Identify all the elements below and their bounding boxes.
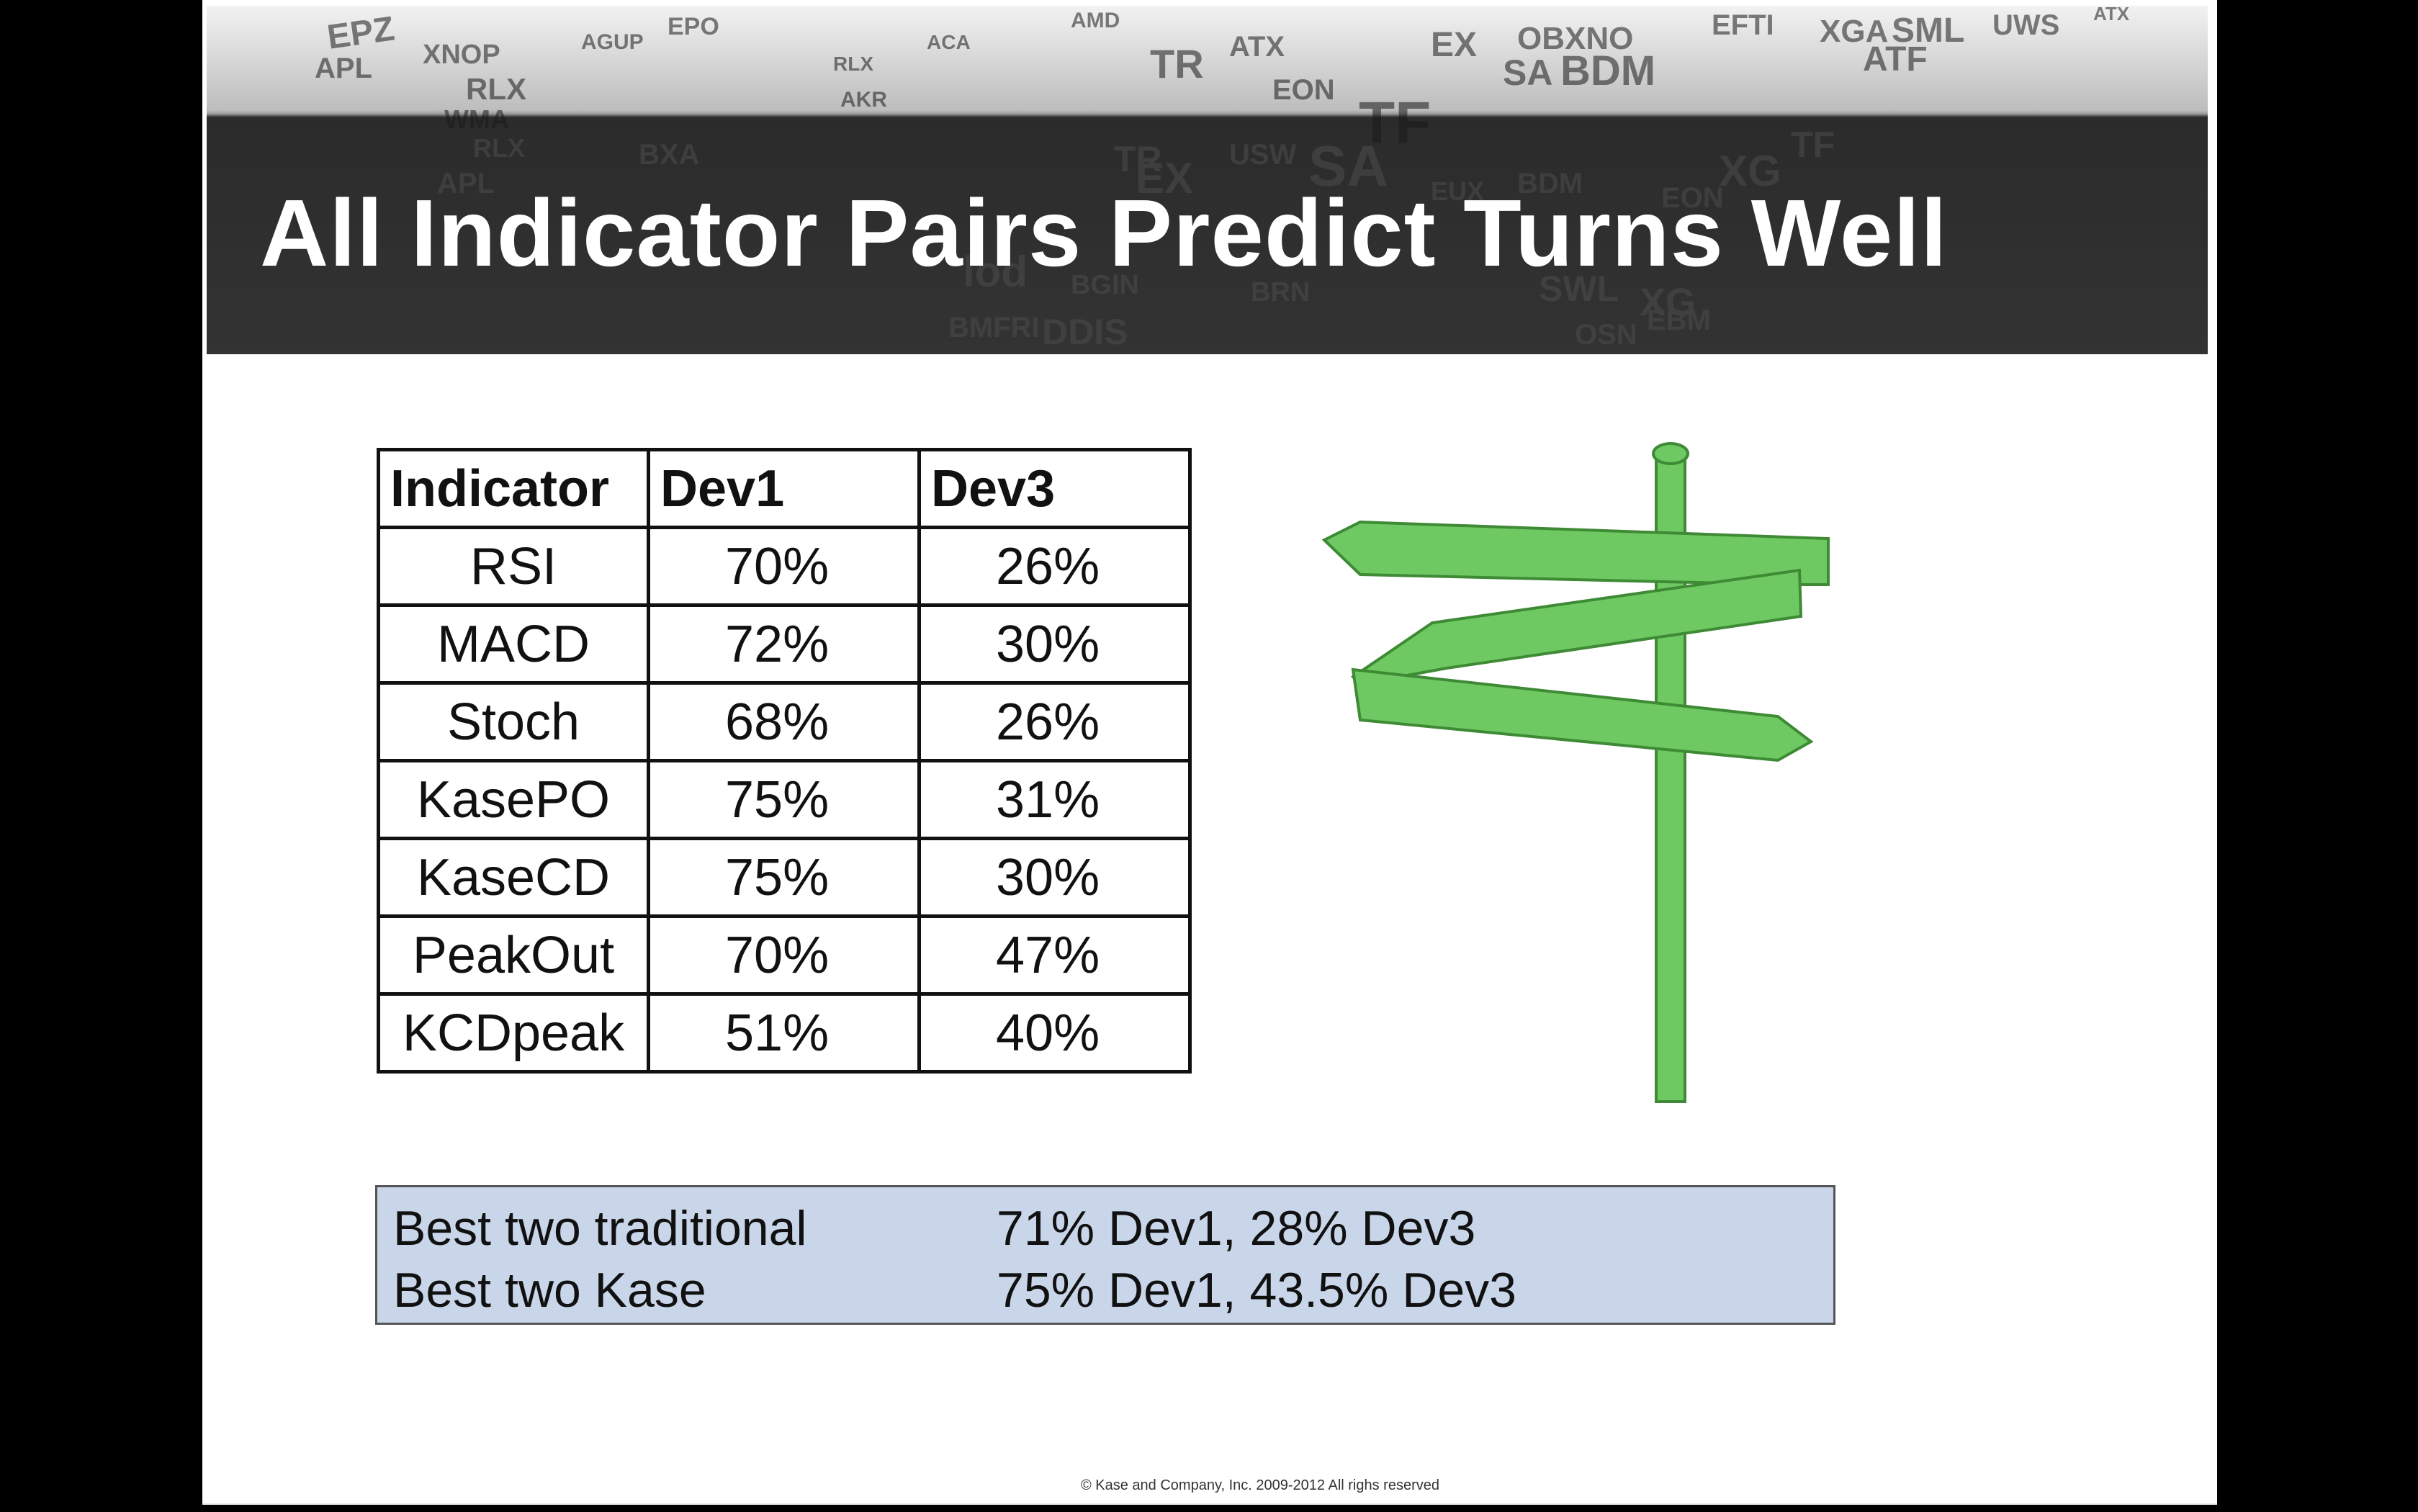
summary-value: 71% Dev1, 28% Dev3 — [997, 1201, 1476, 1256]
signpost-cap — [1652, 442, 1689, 465]
svg-text:EX: EX — [1136, 154, 1193, 202]
svg-text:RLX: RLX — [473, 133, 525, 163]
svg-text:SA: SA — [1503, 53, 1552, 93]
dev3-value: 26% — [917, 526, 1192, 607]
indicator-name: KCDpeak — [377, 992, 650, 1074]
svg-text:SML: SML — [1892, 12, 1964, 50]
summary-label: Best two traditional — [393, 1201, 807, 1256]
svg-text:UWS: UWS — [1992, 9, 2059, 41]
signpost-icon — [1321, 442, 1830, 1103]
svg-text:OBXNO: OBXNO — [1517, 21, 1633, 56]
dev3-value: 31% — [917, 759, 1192, 840]
svg-text:AGUP: AGUP — [581, 30, 644, 54]
svg-text:USW: USW — [1229, 139, 1297, 171]
slide-bottom-divider — [202, 1503, 2217, 1505]
svg-text:APL: APL — [437, 168, 495, 199]
dev3-value: 40% — [917, 992, 1192, 1074]
table-row: KasePO 75% 31% — [377, 759, 1192, 840]
svg-text:DDIS: DDIS — [1042, 312, 1128, 352]
svg-text:RLX: RLX — [466, 72, 526, 106]
svg-text:SWL: SWL — [1539, 269, 1619, 309]
indicator-name: PeakOut — [377, 914, 650, 996]
dev1-value: 68% — [647, 681, 921, 762]
indicator-name: Stoch — [377, 681, 650, 762]
svg-text:AKR: AKR — [840, 88, 887, 112]
dev3-value: 30% — [917, 837, 1192, 918]
svg-text:BDM: BDM — [1517, 168, 1583, 199]
svg-text:TF: TF — [1791, 125, 1835, 165]
page-title: All Indicator Pairs Predict Turns Well — [260, 180, 1948, 286]
svg-text:BDM: BDM — [1560, 48, 1655, 94]
svg-text:APL: APL — [315, 53, 372, 84]
svg-text:RLX: RLX — [833, 53, 873, 75]
table-row: PeakOut 70% 47% — [377, 914, 1192, 996]
svg-text:EON: EON — [1661, 182, 1724, 214]
svg-text:ACA: ACA — [927, 31, 971, 53]
svg-text:XGA: XGA — [1820, 14, 1888, 49]
column-header-indicator: Indicator — [377, 448, 650, 529]
table-row: Stoch 68% 26% — [377, 681, 1192, 762]
slide-header-banner: EPZ APL XNOP RLX AGUP EPO WMA RLX AKR AC… — [207, 6, 2208, 354]
svg-text:WMA: WMA — [444, 104, 509, 134]
svg-text:EPZ: EPZ — [325, 9, 397, 56]
svg-text:EFTI: EFTI — [1712, 9, 1774, 41]
signpost-board-middle — [1350, 568, 1803, 686]
indicator-name: RSI — [377, 526, 650, 607]
table-row: RSI 70% 26% — [377, 526, 1192, 607]
table-row: MACD 72% 30% — [377, 603, 1192, 685]
column-header-dev1: Dev1 — [647, 448, 921, 529]
svg-text:ATF: ATF — [1863, 40, 1928, 78]
dev1-value: 51% — [647, 992, 921, 1074]
table-row: KaseCD 75% 30% — [377, 837, 1192, 918]
svg-text:BGIN: BGIN — [1071, 270, 1139, 300]
svg-text:ATX: ATX — [1229, 31, 1285, 63]
summary-value: 75% Dev1, 43.5% Dev3 — [997, 1263, 1516, 1318]
svg-text:SA: SA — [1308, 134, 1388, 198]
dev3-value: 30% — [917, 603, 1192, 685]
indicator-results-table: Indicator Dev1 Dev3 RSI 70% 26% MACD 72%… — [377, 448, 1192, 1074]
svg-text:EON: EON — [1272, 74, 1335, 106]
svg-text:EBM: EBM — [1647, 305, 1711, 336]
summary-box: Best two traditional 71% Dev1, 28% Dev3 … — [375, 1185, 1835, 1325]
indicator-name: KasePO — [377, 759, 650, 840]
svg-text:AMD: AMD — [1071, 9, 1120, 32]
svg-text:TR: TR — [1114, 139, 1162, 179]
summary-label: Best two Kase — [393, 1263, 706, 1318]
indicator-name: MACD — [377, 603, 650, 685]
svg-text:ATX: ATX — [2093, 6, 2130, 24]
dev3-value: 47% — [917, 914, 1192, 996]
dev1-value: 70% — [647, 526, 921, 607]
svg-text:TR: TR — [1150, 41, 1204, 86]
svg-text:XNOP: XNOP — [423, 40, 500, 70]
slide: EPZ APL XNOP RLX AGUP EPO WMA RLX AKR AC… — [202, 0, 2217, 1505]
svg-text:EUX: EUX — [1431, 176, 1484, 206]
svg-text:EPO: EPO — [668, 13, 719, 40]
dev3-value: 26% — [917, 681, 1192, 762]
indicator-name: KaseCD — [377, 837, 650, 918]
svg-text:BMFRI: BMFRI — [948, 312, 1040, 343]
dev1-value: 75% — [647, 837, 921, 918]
dev1-value: 75% — [647, 759, 921, 840]
svg-text:BRN: BRN — [1251, 277, 1310, 307]
dev1-value: 70% — [647, 914, 921, 996]
table-row: KCDpeak 51% 40% — [377, 992, 1192, 1074]
column-header-dev3: Dev3 — [917, 448, 1192, 529]
svg-text:TF: TF — [1359, 90, 1431, 156]
svg-text:OSN: OSN — [1575, 319, 1637, 351]
signpost-board-top — [1321, 520, 1830, 586]
dev1-value: 72% — [647, 603, 921, 685]
svg-text:XG: XG — [1640, 281, 1696, 324]
copyright-footer: © Kase and Company, Inc. 2009-2012 All r… — [1081, 1477, 1439, 1493]
table-header-row: Indicator Dev1 Dev3 — [377, 448, 1192, 529]
svg-text:BXA: BXA — [639, 139, 699, 171]
signpost-board-bottom — [1351, 667, 1814, 762]
svg-text:XG: XG — [1719, 147, 1781, 195]
ticker-symbol-texture: EPZ APL XNOP RLX AGUP EPO WMA RLX AKR AC… — [315, 6, 2130, 352]
svg-text:EX: EX — [1431, 26, 1477, 64]
svg-text:lod: lod — [963, 248, 1028, 296]
